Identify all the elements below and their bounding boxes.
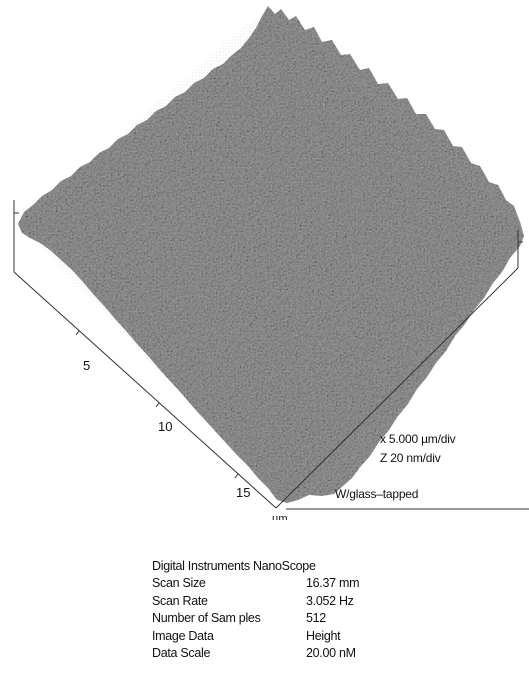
x-axis-right bbox=[275, 267, 519, 509]
info-value: 3.052 Hz bbox=[306, 593, 354, 608]
info-value: 16.37 mm bbox=[306, 576, 360, 590]
x-axis-left bbox=[13, 271, 277, 509]
info-label: Data Scale bbox=[152, 646, 211, 660]
info-value: 20.00 nM bbox=[306, 646, 356, 660]
info-value: Height bbox=[306, 628, 341, 643]
sample-caption: W/glass–tapped bbox=[335, 487, 419, 501]
info-label: Image Data bbox=[152, 628, 214, 643]
info-row-scan-size: Scan Size 16.37 mm bbox=[152, 575, 452, 593]
x-tick-10: 10 bbox=[158, 419, 172, 434]
instrument-title: Digital Instruments NanoScope bbox=[152, 559, 316, 573]
afm-3d-surface-figure: 5 10 15 µm bbox=[13, 6, 529, 520]
info-value: 512 bbox=[306, 611, 326, 625]
instrument-info-table: Digital Instruments NanoScope Scan Size … bbox=[152, 558, 452, 663]
unit-label: µm bbox=[272, 513, 288, 520]
info-label: Scan Size bbox=[152, 576, 206, 590]
info-row-scan-rate: Scan Rate 3.052 Hz bbox=[152, 593, 452, 611]
info-label: Scan Rate bbox=[152, 593, 208, 608]
x-tick-15: 15 bbox=[236, 485, 250, 500]
info-row-samples: Number of Sam ples 512 bbox=[152, 610, 452, 628]
info-label: Number of Sam ples bbox=[152, 611, 261, 625]
info-row-image-data: Image Data Height bbox=[152, 628, 452, 646]
info-row-data-scale: Data Scale 20.00 nM bbox=[152, 645, 452, 663]
z-scale-label: Z 20 nm/div bbox=[380, 451, 441, 465]
x-scale-label: x 5.000 µm/div bbox=[380, 432, 456, 446]
x-tick-5: 5 bbox=[83, 358, 90, 373]
